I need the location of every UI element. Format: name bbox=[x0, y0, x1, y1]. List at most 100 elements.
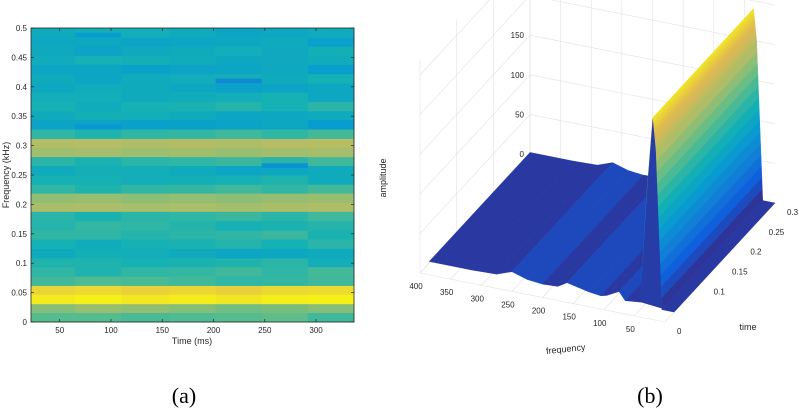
heatmap-cell bbox=[215, 147, 263, 158]
surface-z-axis-label: amplitude bbox=[378, 158, 388, 197]
heatmap-cell bbox=[261, 156, 309, 166]
heatmap-cell bbox=[169, 285, 216, 295]
caption-a: (a) bbox=[172, 383, 196, 408]
heatmap-cell bbox=[261, 312, 309, 323]
heatmap-cell bbox=[307, 312, 355, 323]
heatmap-cell bbox=[215, 202, 263, 212]
surface-mesh bbox=[428, 8, 776, 313]
heatmap-y-tick-label: 0.25 bbox=[11, 171, 27, 180]
surface-z-tick-label: 0 bbox=[520, 150, 525, 159]
heatmap-cell bbox=[75, 266, 122, 277]
heatmap-cell bbox=[31, 156, 76, 166]
heatmap-cell bbox=[261, 303, 309, 313]
heatmap-y-tick-label: 0.35 bbox=[11, 112, 27, 121]
heatmap-cell bbox=[31, 202, 76, 212]
heatmap-x-axis-label: Time (ms) bbox=[172, 336, 212, 346]
surface-tick-labels: 50 100 150 200 250 300 350 400 0 0.1 0.15 0.2 0.25 0.… bbox=[409, 0, 798, 336]
heatmap-cell bbox=[261, 175, 309, 185]
surface-y-axis-label: time bbox=[739, 322, 756, 332]
heatmap-cell bbox=[121, 156, 170, 166]
heatmap-cell bbox=[261, 184, 309, 194]
heatmap-cell bbox=[121, 312, 170, 323]
heatmap-cell bbox=[169, 138, 216, 148]
heatmap-cell bbox=[75, 220, 122, 231]
heatmap-y-tick-label: 0.15 bbox=[11, 230, 27, 239]
heatmap-cell bbox=[215, 46, 263, 57]
surface-x-tick-label: 250 bbox=[501, 300, 515, 309]
heatmap-cell bbox=[169, 202, 216, 212]
heatmap-cell bbox=[169, 28, 216, 38]
heatmap-cell bbox=[121, 64, 170, 75]
heatmap-cell bbox=[31, 110, 76, 121]
heatmap-cell bbox=[169, 101, 216, 112]
heatmap-cell bbox=[75, 276, 122, 286]
heatmap-cell bbox=[215, 156, 263, 166]
wall-grid-line bbox=[419, 0, 527, 115]
heatmap-cell bbox=[121, 276, 170, 286]
heatmap-cell bbox=[169, 248, 216, 259]
surface-y-tick-label: 0.15 bbox=[732, 268, 748, 277]
heatmap-x-tick-label: 200 bbox=[207, 326, 221, 335]
heatmap-cell bbox=[75, 147, 122, 158]
heatmap-cell bbox=[307, 28, 355, 38]
heatmap-cell bbox=[31, 257, 76, 268]
heatmap-cell bbox=[261, 202, 309, 212]
heatmap-y-axis-label: Frequency (kHz) bbox=[1, 142, 11, 209]
heatmap-cell bbox=[169, 312, 216, 323]
heatmap-cell bbox=[169, 257, 216, 268]
heatmap-y-tick-label: 0.2 bbox=[16, 200, 28, 209]
heatmap-cell bbox=[121, 110, 170, 121]
heatmap-cell bbox=[31, 147, 76, 158]
heatmap-cell bbox=[261, 37, 309, 47]
heatmap-x-tick-label: 100 bbox=[104, 326, 118, 335]
heatmap-cell bbox=[261, 147, 309, 158]
heatmap-cell bbox=[261, 211, 309, 222]
heatmap-cell bbox=[31, 276, 76, 286]
surface-x-tick-label: 400 bbox=[409, 282, 423, 291]
heatmap-cell bbox=[307, 184, 355, 194]
heatmap-cell bbox=[31, 46, 76, 57]
heatmap-cell bbox=[307, 248, 355, 259]
heatmap-cell bbox=[31, 138, 76, 148]
heatmap-cell bbox=[75, 55, 122, 65]
heatmap-cell bbox=[307, 147, 355, 158]
heatmap-cell bbox=[31, 285, 76, 295]
heatmap-cell bbox=[215, 239, 263, 249]
heatmap-cell bbox=[75, 193, 122, 204]
heatmap-cell bbox=[169, 110, 216, 121]
heatmap-cell bbox=[31, 101, 76, 112]
heatmap-cell bbox=[121, 55, 170, 65]
heatmap-cell bbox=[169, 73, 216, 84]
heatmap-cell bbox=[307, 101, 355, 112]
heatmap-cell bbox=[169, 92, 216, 102]
heatmap-cell bbox=[215, 119, 263, 130]
heatmap-cell bbox=[261, 101, 309, 112]
heatmap-cell bbox=[215, 220, 263, 231]
heatmap-cell bbox=[169, 239, 216, 249]
heatmap-cell bbox=[169, 211, 216, 222]
heatmap-cell bbox=[215, 266, 263, 277]
heatmap-cell bbox=[215, 64, 263, 75]
heatmap-x-tick-label: 150 bbox=[156, 326, 170, 335]
heatmap-cell bbox=[261, 83, 309, 93]
wall-grid-line bbox=[419, 34, 531, 155]
heatmap-cell bbox=[75, 294, 122, 305]
heatmap-cell bbox=[261, 64, 309, 75]
heatmap-cell bbox=[307, 129, 355, 139]
heatmap-cell bbox=[215, 175, 263, 185]
heatmap-cell bbox=[121, 266, 170, 277]
surface-front-face bbox=[640, 117, 675, 313]
heatmap-cell bbox=[121, 285, 170, 295]
heatmap-x-tick-labels: 50 100 150 200 250 300 bbox=[55, 326, 323, 335]
heatmap-cell bbox=[31, 165, 76, 176]
heatmap-cell bbox=[215, 257, 263, 268]
heatmap-y-tick-label: 0.1 bbox=[16, 259, 28, 268]
heatmap-cell bbox=[307, 138, 355, 148]
heatmap-cell bbox=[307, 119, 355, 130]
heatmap-cell bbox=[261, 138, 309, 148]
heatmap-cell bbox=[31, 55, 76, 65]
heatmap-cell bbox=[307, 175, 355, 185]
heatmap-cell bbox=[75, 37, 122, 47]
heatmap-cell bbox=[169, 119, 216, 130]
